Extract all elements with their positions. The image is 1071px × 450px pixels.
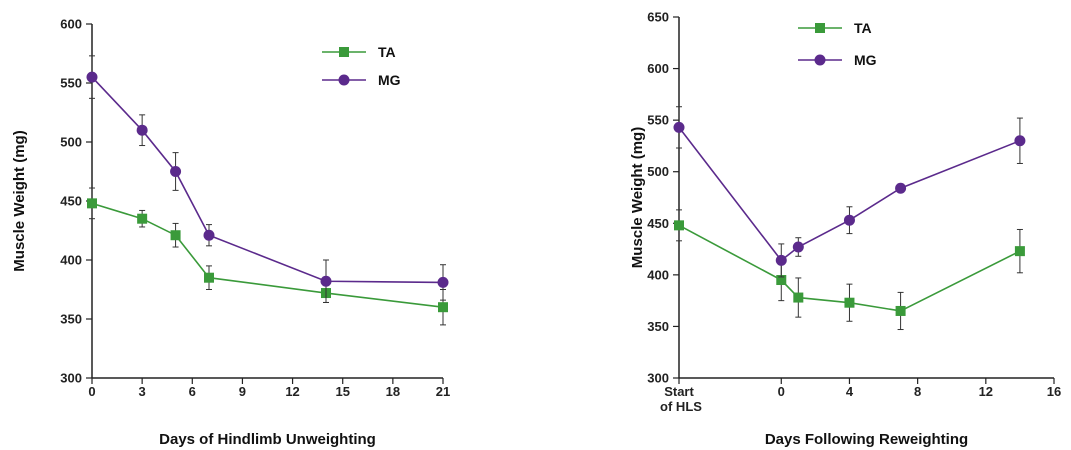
x-axis-label: Days of Hindlimb Unweighting <box>159 431 376 448</box>
x-tick-label: 8 <box>914 384 921 399</box>
y-tick-label: 550 <box>647 113 669 128</box>
x-tick-label: 6 <box>189 384 196 399</box>
legend-item-ta: TA <box>322 44 396 60</box>
data-point-ta <box>170 230 181 241</box>
series-mg <box>86 55 449 303</box>
x-tick-label: 3 <box>139 384 146 399</box>
data-point-mg <box>775 254 787 266</box>
y-tick-label: 450 <box>60 194 82 209</box>
y-axis-label: Muscle Weight (mg) <box>11 130 28 271</box>
series-ta <box>87 187 448 326</box>
data-point-ta <box>674 220 684 231</box>
y-tick-label: 550 <box>60 76 82 91</box>
legend-item-ta: TA <box>798 20 872 36</box>
y-tick-label: 450 <box>647 216 669 231</box>
x-tick-label: of HLS <box>660 399 702 414</box>
y-tick-label: 500 <box>60 135 82 150</box>
y-tick-label: 400 <box>647 267 669 282</box>
data-point-ta <box>204 272 214 283</box>
data-point-mg <box>86 71 98 83</box>
series-line-ta <box>678 224 1021 312</box>
x-tick-label: 0 <box>778 384 785 399</box>
data-point-mg <box>843 214 855 226</box>
data-point-ta <box>87 198 97 209</box>
legend-marker <box>814 54 826 66</box>
x-tick-label: 9 <box>239 384 246 399</box>
series-line-mg <box>678 126 1021 262</box>
series-mg <box>673 106 1026 278</box>
x-tick-label: 0 <box>88 384 95 399</box>
x-tick-label: 16 <box>1047 384 1061 399</box>
legend-label: TA <box>854 20 872 36</box>
x-tick-label: 21 <box>436 384 450 399</box>
legend-label: TA <box>378 44 396 60</box>
chart-panel-left: 300 350 400 450 500 550 600 0 3 6 9 12 15 18 21 Days of… <box>11 17 450 449</box>
legend-item-mg: MG <box>798 52 877 68</box>
series-line-ta <box>91 202 444 308</box>
data-point-ta <box>844 297 855 308</box>
data-point-mg <box>437 276 449 288</box>
legend-marker <box>338 74 350 86</box>
data-point-mg <box>320 275 332 287</box>
data-point-ta <box>438 302 448 313</box>
legend-label: MG <box>378 72 401 88</box>
y-tick-label: 400 <box>60 253 82 268</box>
y-tick-label: 500 <box>647 164 669 179</box>
data-point-ta <box>1014 246 1025 257</box>
legend-item-mg: MG <box>322 72 401 88</box>
y-tick-label: 600 <box>647 61 669 76</box>
y-tick-label: 350 <box>60 312 82 327</box>
x-tick-label: 12 <box>285 384 299 399</box>
y-tick-label: 350 <box>647 319 669 334</box>
y-tick-label: 300 <box>60 371 82 386</box>
series-line-mg <box>91 76 444 284</box>
x-tick-label: 4 <box>846 384 854 399</box>
x-tick-label: 12 <box>979 384 993 399</box>
y-tick-label: 300 <box>647 371 669 386</box>
data-point-ta <box>137 213 148 224</box>
y-tick-label: 650 <box>647 10 669 25</box>
x-axis-label: Days Following Reweighting <box>765 431 968 448</box>
data-point-mg <box>1014 135 1026 147</box>
data-point-ta <box>793 292 804 303</box>
data-point-mg <box>792 241 804 253</box>
data-point-ta <box>776 275 787 286</box>
legend-marker <box>339 47 349 57</box>
y-tick-label: 600 <box>60 17 82 32</box>
data-point-mg <box>895 182 907 194</box>
data-point-mg <box>136 124 148 136</box>
data-point-mg <box>673 121 685 133</box>
legend-marker <box>815 23 825 33</box>
data-point-ta <box>895 305 906 316</box>
data-point-mg <box>203 229 215 241</box>
legend-label: MG <box>854 52 877 68</box>
x-tick-label: Start <box>664 384 694 399</box>
x-tick-label: 18 <box>386 384 400 399</box>
y-axis-label: Muscle Weight (mg) <box>629 127 646 268</box>
series-ta <box>674 209 1025 331</box>
x-tick-label: 15 <box>335 384 349 399</box>
data-point-mg <box>170 166 182 177</box>
